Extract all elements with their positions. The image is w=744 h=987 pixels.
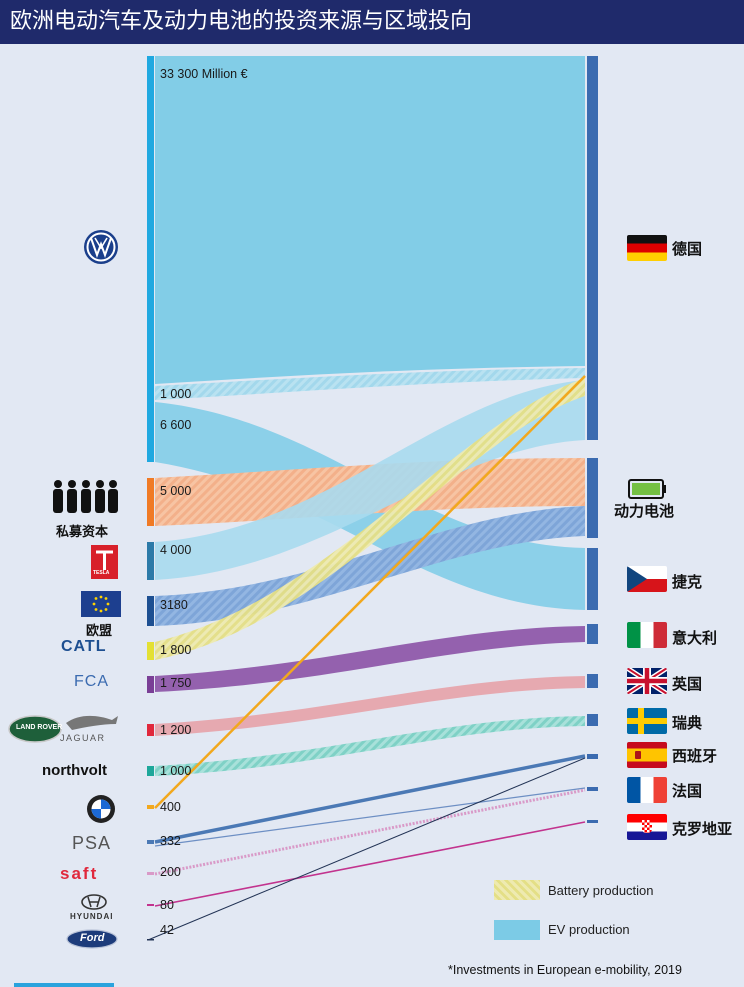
- source-bar-vw: [147, 56, 154, 462]
- legend-label-battery: Battery production: [548, 883, 654, 898]
- source-bar-jlr: [147, 724, 154, 736]
- dest-bar-germany: [587, 56, 598, 440]
- legend-swatch-battery: [494, 880, 540, 900]
- source-label-private: 私募资本: [56, 525, 109, 540]
- flow-jlr-uk-ev: [155, 676, 585, 736]
- legend-swatch-ev: [494, 920, 540, 940]
- uk-flag-icon: [627, 668, 667, 694]
- source-label-eu: 欧盟: [86, 624, 113, 639]
- flow-northvolt-sweden-battery: [155, 716, 585, 776]
- value-label-private: 5 000: [160, 484, 192, 498]
- footnote: *Investments in European e-mobility, 201…: [448, 963, 682, 977]
- value-label-fca: 1 750: [160, 676, 192, 690]
- dest-bar-battery: [587, 458, 598, 538]
- dest-label-czech: 捷克: [672, 573, 703, 591]
- dest-label-spain: 西班牙: [672, 747, 718, 765]
- value-label-vw-czech: 6 600: [160, 418, 192, 432]
- hyundai-logo: [81, 894, 107, 910]
- value-label-ford: 42: [160, 923, 174, 937]
- tesla-logo-text: TESLA: [93, 570, 110, 576]
- value-label-hyundai: 80: [160, 898, 174, 912]
- northvolt-logo-text: northvolt: [42, 762, 107, 779]
- land-rover-logo-text: LAND ROVER: [16, 724, 63, 731]
- germany-flag-icon: [627, 235, 667, 261]
- bmw-logo: [87, 795, 115, 823]
- value-label-northvolt: 1 000: [160, 764, 192, 778]
- ford-logo: [66, 929, 118, 949]
- people-icon: [53, 480, 118, 513]
- ford-logo-text: Ford: [80, 932, 105, 944]
- tesla-logo: [91, 545, 118, 579]
- dest-bar-croatia: [587, 820, 598, 823]
- spain-flag-icon: [627, 742, 667, 768]
- dest-bar-france: [587, 787, 598, 791]
- flow-psa-spain-ev: [154, 754, 586, 844]
- jaguar-leaper-icon: [66, 715, 118, 730]
- dest-bar-czech: [587, 548, 598, 610]
- source-bar-saft: [147, 872, 154, 875]
- source-bar-private: [147, 478, 154, 526]
- volkswagen-logo: [84, 230, 118, 264]
- value-label-catl: 1 800: [160, 643, 192, 657]
- fca-logo-text: FCA: [74, 673, 109, 690]
- land-rover-logo: [8, 715, 62, 743]
- dest-label-germany: 德国: [672, 240, 703, 258]
- flow-ford-spain-ev: [147, 757, 586, 941]
- flow-saft-france-battery: [154, 788, 586, 876]
- jaguar-logo-text: JAGUAR: [60, 733, 106, 743]
- flow-vw-germany-ev: [155, 56, 585, 384]
- flow-bmw-germany-ev: [154, 375, 586, 809]
- legend-label-ev: EV production: [548, 922, 630, 937]
- dest-label-sweden: 瑞典: [672, 714, 703, 732]
- catl-logo-text: CATL: [61, 638, 107, 655]
- value-label-eu: 3180: [160, 598, 188, 612]
- flow-eu-battery: [155, 506, 585, 626]
- dest-label-italy: 意大利: [672, 629, 718, 647]
- source-bar-tesla: [147, 542, 154, 580]
- value-label-saft: 200: [160, 865, 181, 879]
- hyundai-logo-text: HYUNDAI: [70, 912, 114, 921]
- psa-logo-text: PSA: [72, 833, 112, 853]
- flow-fca-italy-ev: [155, 626, 585, 692]
- source-bar-psa: [147, 840, 154, 844]
- source-bar-bmw: [147, 805, 154, 809]
- sweden-flag-icon: [627, 708, 667, 734]
- flow-hyundai-croatia-ev: [154, 821, 586, 907]
- value-label-jlr: 1 200: [160, 723, 192, 737]
- italy-flag-icon: [627, 622, 667, 648]
- flow-psa-france-ev: [154, 787, 586, 847]
- dest-label-croatia: 克罗地亚: [672, 820, 733, 838]
- croatia-flag-icon: [627, 814, 667, 840]
- value-label-vw-ev: 33 300 Million €: [160, 67, 248, 81]
- page-title: 欧洲电动汽车及动力电池的投资来源与区域投向: [0, 0, 744, 44]
- dest-bar-sweden: [587, 714, 598, 726]
- eu-flag-icon: [81, 591, 121, 617]
- value-label-vw-battery: 1 000: [160, 387, 192, 401]
- dest-label-uk: 英国: [672, 675, 703, 693]
- saft-logo-text: saft: [60, 864, 99, 883]
- battery-icon: [628, 479, 666, 499]
- flow-tesla-germany-ev: [155, 380, 585, 580]
- source-bar-ford: [147, 939, 154, 941]
- footer-strip: [14, 983, 114, 987]
- flow-vw-germany-battery: [155, 368, 585, 400]
- source-bar-eu: [147, 596, 154, 626]
- source-bar-hyundai: [147, 904, 154, 906]
- value-label-bmw: 400: [160, 800, 181, 814]
- source-bar-catl: [147, 642, 154, 660]
- source-bar-fca: [147, 676, 154, 693]
- value-label-tesla: 4 000: [160, 543, 192, 557]
- france-flag-icon: [627, 777, 667, 803]
- czech-flag-icon: [627, 566, 667, 592]
- dest-bar-italy: [587, 624, 598, 644]
- dest-bar-uk: [587, 674, 598, 688]
- dest-label-battery: 动力电池: [614, 502, 675, 520]
- value-label-psa: 332: [160, 834, 181, 848]
- dest-label-france: 法国: [672, 782, 703, 800]
- source-bar-northvolt: [147, 766, 154, 776]
- dest-bar-spain: [587, 754, 598, 759]
- flow-catl-germany-battery: [155, 378, 585, 660]
